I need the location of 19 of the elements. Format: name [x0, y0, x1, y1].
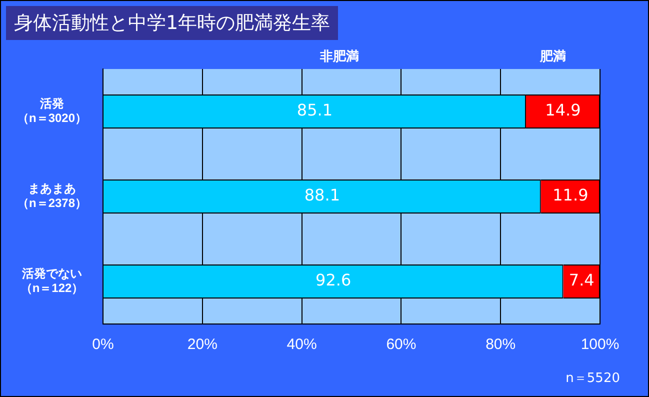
x-tick-label: 60%: [386, 336, 416, 354]
x-tick-label: 100%: [580, 336, 620, 354]
text: 非肥満: [319, 49, 360, 64]
data-label: 92.6: [316, 270, 352, 290]
data-label: 11.9: [552, 186, 588, 205]
chart-title: 身体活動性と中学1年時の肥満発生率: [6, 6, 338, 40]
text: n＝5520: [566, 370, 620, 387]
y-tick-label: まあまあ（n＝2378）: [16, 182, 88, 210]
data-label: 7.4: [568, 270, 594, 290]
x-tick-label: 0%: [92, 336, 114, 354]
y-tick-label: 活発（n＝3020）: [16, 96, 88, 126]
y-tick-label: 活発でない（n＝122）: [20, 266, 84, 296]
x-tick-label: 80%: [486, 336, 516, 354]
data-label: 88.1: [304, 186, 340, 205]
x-tick-label: 20%: [187, 336, 218, 354]
data-label: 85.1: [296, 100, 333, 120]
data-label: 14.9: [545, 100, 581, 120]
x-tick-label: 40%: [286, 336, 317, 354]
text: 肥満: [538, 49, 566, 64]
